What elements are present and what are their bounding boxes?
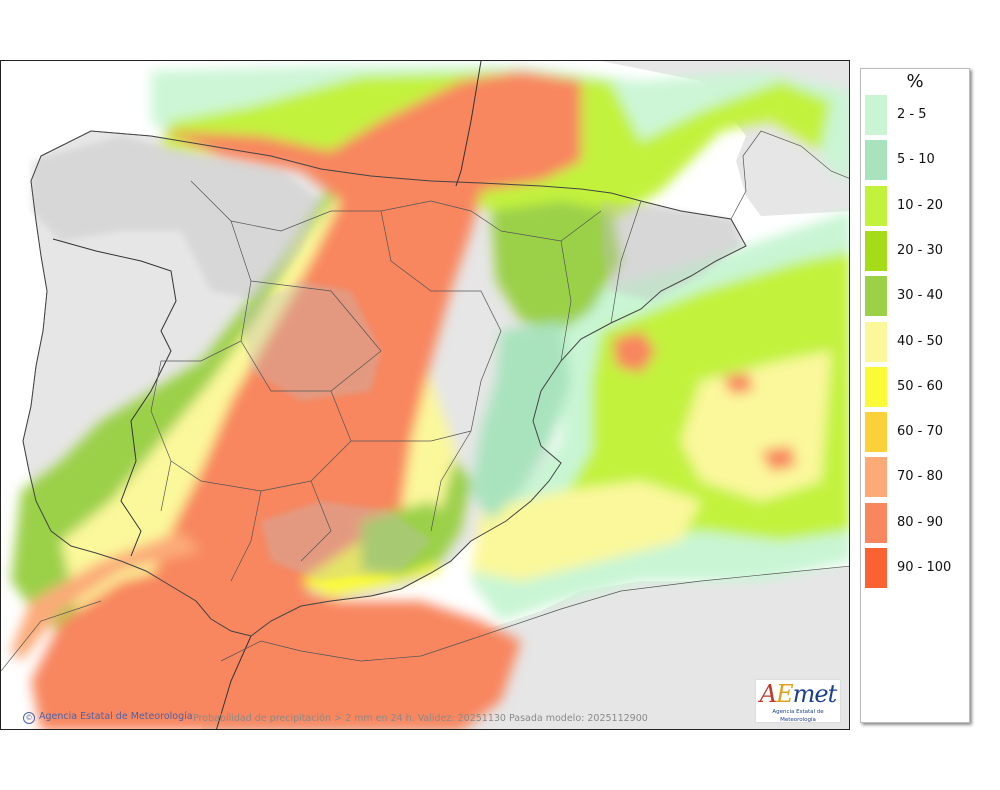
- band-40-50-se: [471, 481, 701, 581]
- legend-item: 70 - 80: [865, 457, 965, 498]
- legend-title: %: [906, 71, 924, 92]
- legend-item: 10 - 20: [865, 185, 965, 226]
- legend-swatch: [865, 95, 887, 135]
- aemet-logo-subtext: Agencia Estatal de Meteorología: [772, 709, 824, 723]
- copyright-icon: ©: [23, 712, 35, 724]
- legend-item: 60 - 70: [865, 412, 965, 453]
- relief-northwest: [31, 136, 321, 301]
- legend-swatch: [865, 230, 887, 271]
- legend-item: 50 - 60: [865, 366, 965, 407]
- legend-swatch: [865, 457, 887, 498]
- legend-item: 90 - 100: [865, 548, 965, 588]
- legend-swatch: [865, 412, 887, 453]
- relief-south: [261, 501, 431, 581]
- cell-80-90-east: [613, 331, 656, 373]
- legend-swatch: [865, 366, 887, 407]
- legend-label: 80 - 90: [897, 514, 944, 530]
- cell-80-90-mallorca: [723, 373, 753, 394]
- legend-item: 40 - 50: [865, 321, 965, 362]
- region-lines: [150, 180, 642, 582]
- legend-label: 5 - 10: [897, 152, 935, 168]
- band-30-40-ebro: [491, 201, 621, 331]
- legend-swatch: [865, 276, 887, 317]
- legend-item: 20 - 30: [865, 230, 965, 271]
- legend-swatch: [865, 502, 887, 543]
- map-caption: Probabilidad de precipitación > 2 mm en …: [193, 713, 648, 724]
- relief-pyrenees: [601, 201, 741, 301]
- band-70-80-south-edge: [11, 531, 201, 661]
- legend-label: 40 - 50: [897, 333, 944, 349]
- france-coast: [730, 130, 849, 220]
- band-5-10-levante: [471, 321, 571, 521]
- aemet-logo-wordmark: AEmet: [759, 680, 837, 708]
- credit-text: Agencia Estatal de Meteorología: [39, 711, 193, 722]
- cell-80-90-se: [761, 446, 796, 471]
- legend-item: 5 - 10: [865, 140, 965, 181]
- legend-label: 70 - 80: [897, 469, 944, 485]
- aemet-logo: AEmet Agencia Estatal de Meteorología: [755, 679, 841, 723]
- legend-swatch: [865, 140, 887, 181]
- morocco-coast: [1, 565, 849, 672]
- france-border: [455, 61, 482, 187]
- legend-item: 2 - 5: [865, 95, 965, 135]
- legend-swatch: [865, 185, 887, 226]
- relief-shading: [31, 136, 741, 581]
- map-canvas: [1, 61, 849, 729]
- legend-swatch: [865, 321, 887, 362]
- legend-panel: % 2 - 5 5 - 10 10 - 20 20 - 30 30 - 40 40 - 5…: [860, 68, 970, 723]
- precipitation-probability-map: © Agencia Estatal de Meteorología Probabi…: [0, 60, 850, 730]
- algeria-morocco-border: [216, 635, 252, 729]
- legend-label: 50 - 60: [897, 378, 944, 394]
- peninsula-coastline: [22, 130, 747, 637]
- portugal-border: [52, 238, 177, 557]
- legend-label: 90 - 100: [897, 560, 952, 575]
- legend-label: 30 - 40: [897, 288, 944, 304]
- legend-label: 60 - 70: [897, 424, 944, 440]
- legend-item: 80 - 90: [865, 502, 965, 543]
- admin-borders: [1, 61, 849, 729]
- legend-item: 30 - 40: [865, 276, 965, 317]
- legend-label: 2 - 5: [897, 107, 927, 122]
- legend-label: 10 - 20: [897, 197, 944, 213]
- legend-label: 20 - 30: [897, 242, 944, 258]
- aemet-credit: © Agencia Estatal de Meteorología: [23, 711, 193, 724]
- relief-central: [241, 281, 381, 401]
- legend-swatch: [865, 548, 887, 588]
